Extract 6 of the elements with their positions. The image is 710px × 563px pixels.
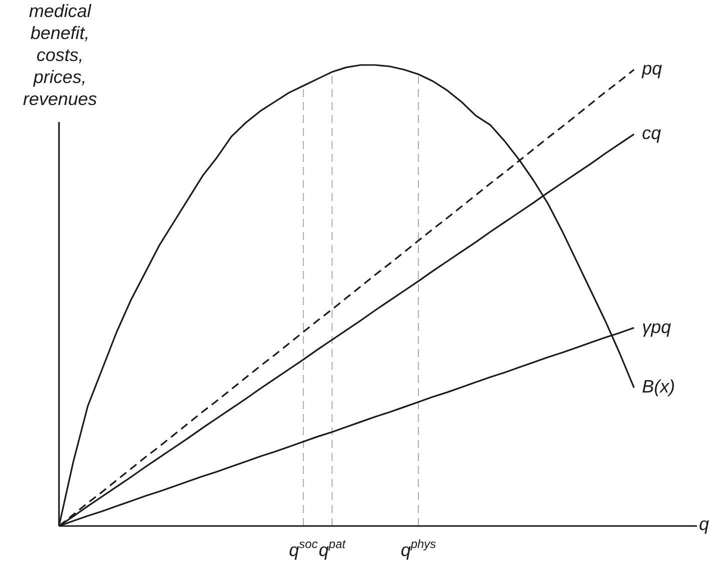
series-label: pq: [641, 58, 662, 79]
y-axis-title: medical benefit, costs, prices, revenues: [22, 0, 98, 110]
series-label: cq: [642, 123, 662, 144]
series-label: γpq: [642, 316, 672, 337]
x-axis-title: q: [699, 514, 710, 535]
series-label: B(x): [642, 376, 675, 397]
